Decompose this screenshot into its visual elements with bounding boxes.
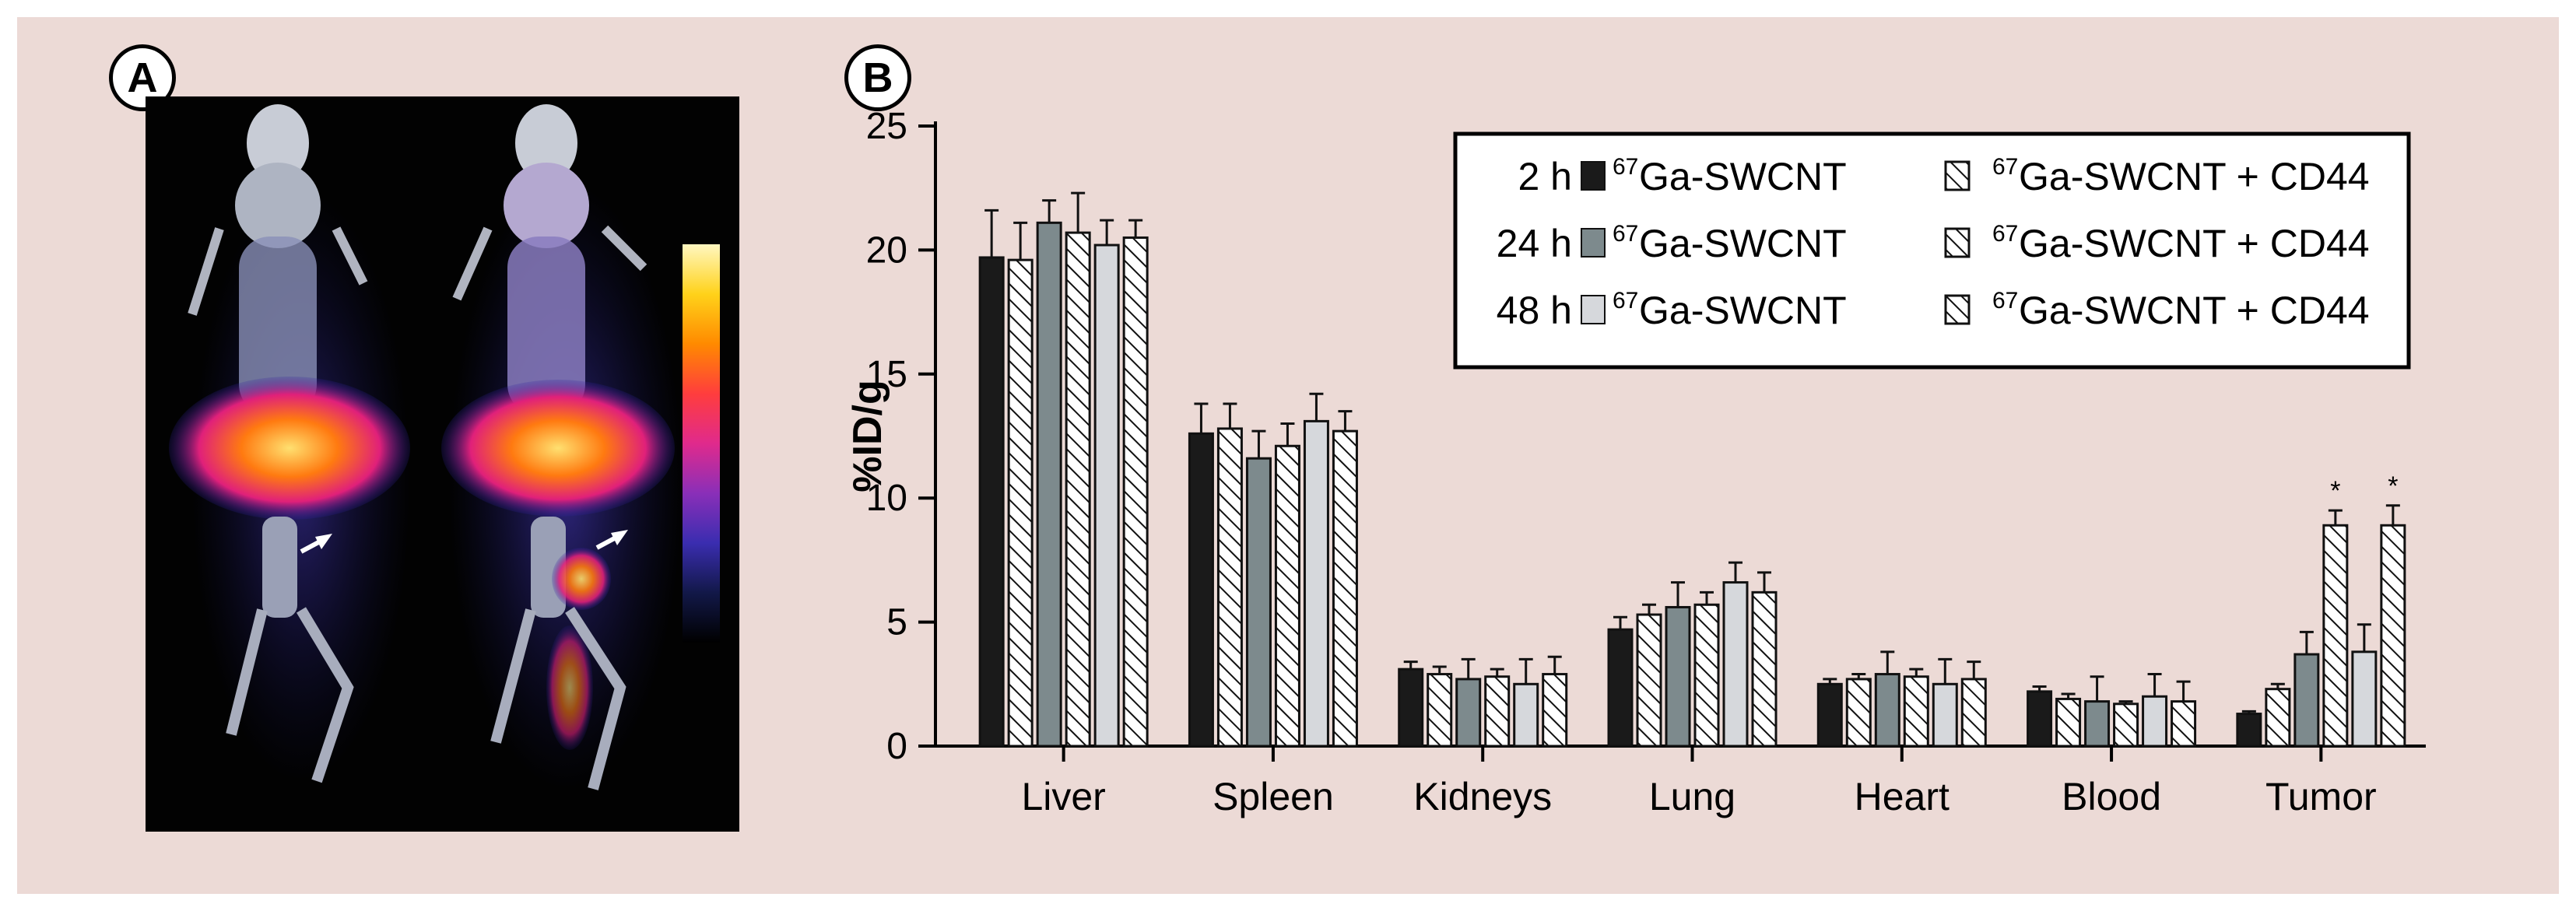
y-tick-label: 15 xyxy=(866,354,907,395)
panel-b-label: B xyxy=(844,44,911,111)
legend-hatched-label: Ga-SWCNT + CD44 xyxy=(2019,222,2370,265)
legend-time-label: 24 h xyxy=(1497,222,1572,265)
legend-superscript: 67 xyxy=(1613,221,1638,247)
x-tick-label: Lung xyxy=(1649,775,1735,818)
y-tick-label: 20 xyxy=(866,230,907,271)
legend-superscript: 67 xyxy=(1992,221,2018,247)
legend-swatch-hatched xyxy=(1944,294,1971,325)
legend-superscript: 67 xyxy=(1613,288,1638,314)
legend-superscript: 67 xyxy=(1992,154,2018,180)
x-tick-label: Tumor xyxy=(2265,775,2377,818)
chart-bars: * * xyxy=(978,191,2406,748)
x-tick-label: Blood xyxy=(2062,775,2161,818)
bar xyxy=(2084,700,2111,748)
legend-swatch-solid xyxy=(1581,295,1606,324)
legend-swatch-solid xyxy=(1581,161,1606,191)
bar xyxy=(2380,524,2406,748)
legend-superscript: 67 xyxy=(1613,154,1638,180)
x-tick-label: Liver xyxy=(1021,775,1105,818)
bar xyxy=(1636,613,1662,748)
intensity-colorbar xyxy=(683,244,720,643)
legend-swatch-hatched xyxy=(1944,227,1971,258)
legend-solid-label: Ga-SWCNT xyxy=(1639,222,1847,265)
bar xyxy=(2113,703,2139,748)
y-tick-label: 10 xyxy=(866,478,907,519)
bar xyxy=(1845,678,1872,748)
bar xyxy=(1455,678,1482,748)
y-tick-label: 5 xyxy=(886,602,907,643)
legend-solid-label: Ga-SWCNT xyxy=(1639,289,1847,332)
bar xyxy=(1960,678,1987,748)
bar xyxy=(2265,688,2291,748)
bar xyxy=(1903,675,1929,748)
bar xyxy=(2055,697,2082,748)
bar xyxy=(2293,653,2320,748)
legend-time-label: 2 h xyxy=(1518,155,1572,198)
bar xyxy=(2236,713,2262,748)
bar xyxy=(1093,244,1120,748)
arrow-icon xyxy=(315,534,332,549)
bar xyxy=(1427,673,1453,748)
bar xyxy=(2142,695,2168,748)
bar xyxy=(1607,628,1634,748)
x-tick-label: Kidneys xyxy=(1413,775,1552,818)
panel-a-label: A xyxy=(109,44,176,111)
bar xyxy=(1693,603,1720,748)
x-tick-label: Spleen xyxy=(1213,775,1334,818)
bar xyxy=(2171,700,2197,748)
bar xyxy=(1513,682,1539,748)
bar xyxy=(2322,524,2349,748)
bar xyxy=(1122,236,1149,748)
arrow-icon xyxy=(611,530,628,545)
x-tick-label: Heart xyxy=(1855,775,1950,818)
bar xyxy=(978,256,1005,748)
significance-marker: * xyxy=(2388,471,2398,501)
bar xyxy=(1398,667,1424,748)
legend-solid-label: Ga-SWCNT xyxy=(1639,155,1847,198)
bar xyxy=(1932,682,1958,748)
y-tick-label: 0 xyxy=(886,726,907,767)
legend-swatch-hatched xyxy=(1944,160,1971,191)
y-axis-label: %ID/g xyxy=(845,380,890,492)
legend-hatched-label: Ga-SWCNT + CD44 xyxy=(2019,155,2370,198)
bar xyxy=(2351,650,2378,748)
bar xyxy=(1303,419,1329,748)
y-tick-label: 25 xyxy=(866,106,907,147)
bar xyxy=(1665,605,1691,748)
chart-axes: 0 5 10 15 20 25 %ID/g Liver Spleen Kidneys Lung Hea… xyxy=(845,106,2426,818)
bar xyxy=(1007,258,1034,748)
bar xyxy=(1274,444,1300,748)
legend-time-label: 48 h xyxy=(1497,289,1572,332)
mouse-scan-images xyxy=(169,104,720,790)
bar xyxy=(1036,221,1062,748)
legend-swatch-solid xyxy=(1581,228,1606,258)
bar xyxy=(1245,457,1272,748)
mouse-scan-left xyxy=(169,104,410,783)
bar xyxy=(1065,231,1091,748)
mouse-scan-right xyxy=(441,104,683,790)
bar xyxy=(1332,429,1358,748)
figure-background: A B xyxy=(17,17,2559,894)
bar xyxy=(1816,682,1843,748)
bar xyxy=(1542,673,1568,748)
legend-superscript: 67 xyxy=(1992,288,2018,314)
spect-ct-image-panel xyxy=(146,96,739,832)
bar xyxy=(1751,590,1778,748)
bar xyxy=(1484,675,1511,748)
legend-box xyxy=(1453,131,2411,370)
bar xyxy=(1874,673,1900,748)
significance-marker: * xyxy=(2330,476,2340,506)
legend-hatched-label: Ga-SWCNT + CD44 xyxy=(2019,289,2370,332)
bar xyxy=(1216,427,1243,748)
bar xyxy=(2027,690,2053,748)
bar xyxy=(1188,432,1214,748)
bar xyxy=(1722,581,1749,748)
